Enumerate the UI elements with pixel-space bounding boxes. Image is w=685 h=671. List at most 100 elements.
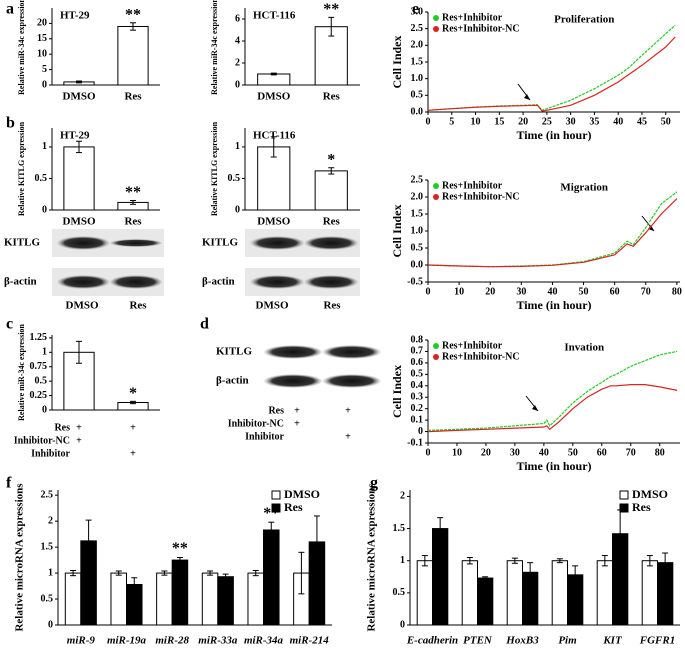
x-axis-label: Time (in hour) <box>516 298 591 312</box>
legend-marker <box>433 194 439 200</box>
legend-marker <box>433 183 439 189</box>
y-tick-label: 2.5 <box>41 489 54 500</box>
legend-marker <box>433 343 439 349</box>
y-tick-label: 0.5 <box>411 90 424 101</box>
blot-band <box>321 374 382 388</box>
y-axis-label: Relative microRNA expressions <box>366 483 378 632</box>
x-tick-label: miR-33a <box>198 635 238 647</box>
arrow-head <box>524 94 530 100</box>
y-tick-label: 1 <box>400 555 405 566</box>
y-tick-label: 0.0 <box>411 259 424 270</box>
blot-band <box>263 345 323 359</box>
bar <box>596 560 614 626</box>
line-series <box>427 24 676 111</box>
y-tick-label: 0 <box>42 79 47 90</box>
x-tick-label: 0 <box>426 286 431 297</box>
annotation: ** <box>125 6 141 23</box>
panel-label: b <box>6 115 15 132</box>
y-axis-label: Relative miR-34c expression <box>17 0 26 95</box>
x-tick-label: 50 <box>568 447 578 458</box>
bar <box>432 528 449 626</box>
x-tick-label: 10 <box>454 286 464 297</box>
bar <box>171 559 189 626</box>
y-tick-label: 0 <box>418 426 423 437</box>
legend-label: Res <box>632 500 651 514</box>
legend-label: Res+Inhibitor-NC <box>442 23 520 34</box>
annotation: ** <box>125 184 141 201</box>
y-axis-label: Relative miR-34c expression <box>17 324 26 421</box>
x-tick-label: 40 <box>539 447 549 458</box>
y-tick-label: 10 <box>37 48 47 59</box>
chart-title: HT-29 <box>60 130 90 142</box>
legend-label: DMSO <box>632 487 668 501</box>
y-tick-label: -0.1 <box>407 437 423 448</box>
y-axis-label: Cell Index <box>390 365 404 418</box>
x-tick-label: 80 <box>655 447 665 458</box>
y-tick-label: 1.5 <box>411 56 424 67</box>
bar <box>551 560 569 626</box>
legend-label: Res+Inhibitor <box>442 180 503 191</box>
legend-marker <box>433 354 439 360</box>
y-tick-label: 0.7 <box>411 346 424 357</box>
y-tick-label: 0.3 <box>411 392 424 403</box>
panel-label: d <box>200 316 209 333</box>
y-tick-label: 0.25 <box>30 390 48 401</box>
condition-label: Res <box>54 422 70 433</box>
y-tick-label: 1 <box>42 141 47 152</box>
x-tick-label: KIT <box>602 635 623 647</box>
y-tick-label: -0.5 <box>407 276 423 287</box>
y-tick-label: 0.2 <box>411 403 424 414</box>
y-tick-label: 1 <box>42 347 47 358</box>
arrow-head <box>648 225 654 231</box>
y-tick-label: 0.5 <box>35 375 48 386</box>
blot-band <box>56 236 111 250</box>
x-tick-label: 10 <box>471 116 481 127</box>
blot-band <box>303 275 359 289</box>
y-tick-label: 0.6 <box>411 357 424 368</box>
y-tick-label: 1.5 <box>41 541 54 552</box>
x-tick-label: 70 <box>641 286 651 297</box>
y-tick-label: 0.5 <box>35 173 48 184</box>
legend-label: Res+Inhibitor <box>442 340 503 351</box>
band-label: KITLG <box>4 237 41 249</box>
line-series <box>427 384 678 433</box>
y-tick-label: 0 <box>235 79 240 90</box>
legend-label: Res+Inhibitor-NC <box>442 191 520 202</box>
lane-label: DMSO <box>66 300 99 312</box>
y-tick-label: 0.5 <box>393 587 406 598</box>
x-tick-label: DMSO <box>63 216 96 228</box>
condition-mark: + <box>345 405 351 416</box>
bar <box>461 560 479 626</box>
bar <box>314 170 348 211</box>
condition-mark: + <box>130 448 136 459</box>
y-tick-label: 0 <box>42 404 47 415</box>
panel-label: a <box>6 1 14 18</box>
y-tick-label: 0 <box>400 619 405 630</box>
blot-band <box>263 374 323 388</box>
bar <box>416 560 434 626</box>
legend-swatch <box>271 490 281 500</box>
bar <box>117 25 149 86</box>
y-axis-label: Relative microRNA expressions <box>14 483 26 632</box>
condition-mark: + <box>76 422 82 433</box>
panel-label: g <box>370 475 378 492</box>
x-tick-label: 30 <box>510 447 520 458</box>
y-tick-label: 0.5 <box>228 173 241 184</box>
x-tick-label: miR-28 <box>155 635 189 647</box>
x-tick-label: miR-34a <box>244 635 284 647</box>
blot-band <box>249 275 305 289</box>
legend-label: Res+Inhibitor-NC <box>442 351 520 362</box>
x-tick-label: DMSO <box>257 91 290 103</box>
line-series <box>427 36 676 112</box>
y-tick-label: 1.5 <box>393 523 406 534</box>
chart-title: Migration <box>560 182 608 194</box>
bar <box>201 572 219 626</box>
panel-label: c <box>6 316 13 333</box>
condition-label: Inhibitor <box>31 448 70 459</box>
band-label: β-actin <box>202 276 235 288</box>
x-tick-label: 60 <box>610 286 620 297</box>
x-tick-label: 30 <box>566 116 576 127</box>
condition-label: Inhibitor <box>245 431 284 442</box>
x-tick-label: 45 <box>637 116 647 127</box>
y-tick-label: 1.5 <box>411 208 424 219</box>
